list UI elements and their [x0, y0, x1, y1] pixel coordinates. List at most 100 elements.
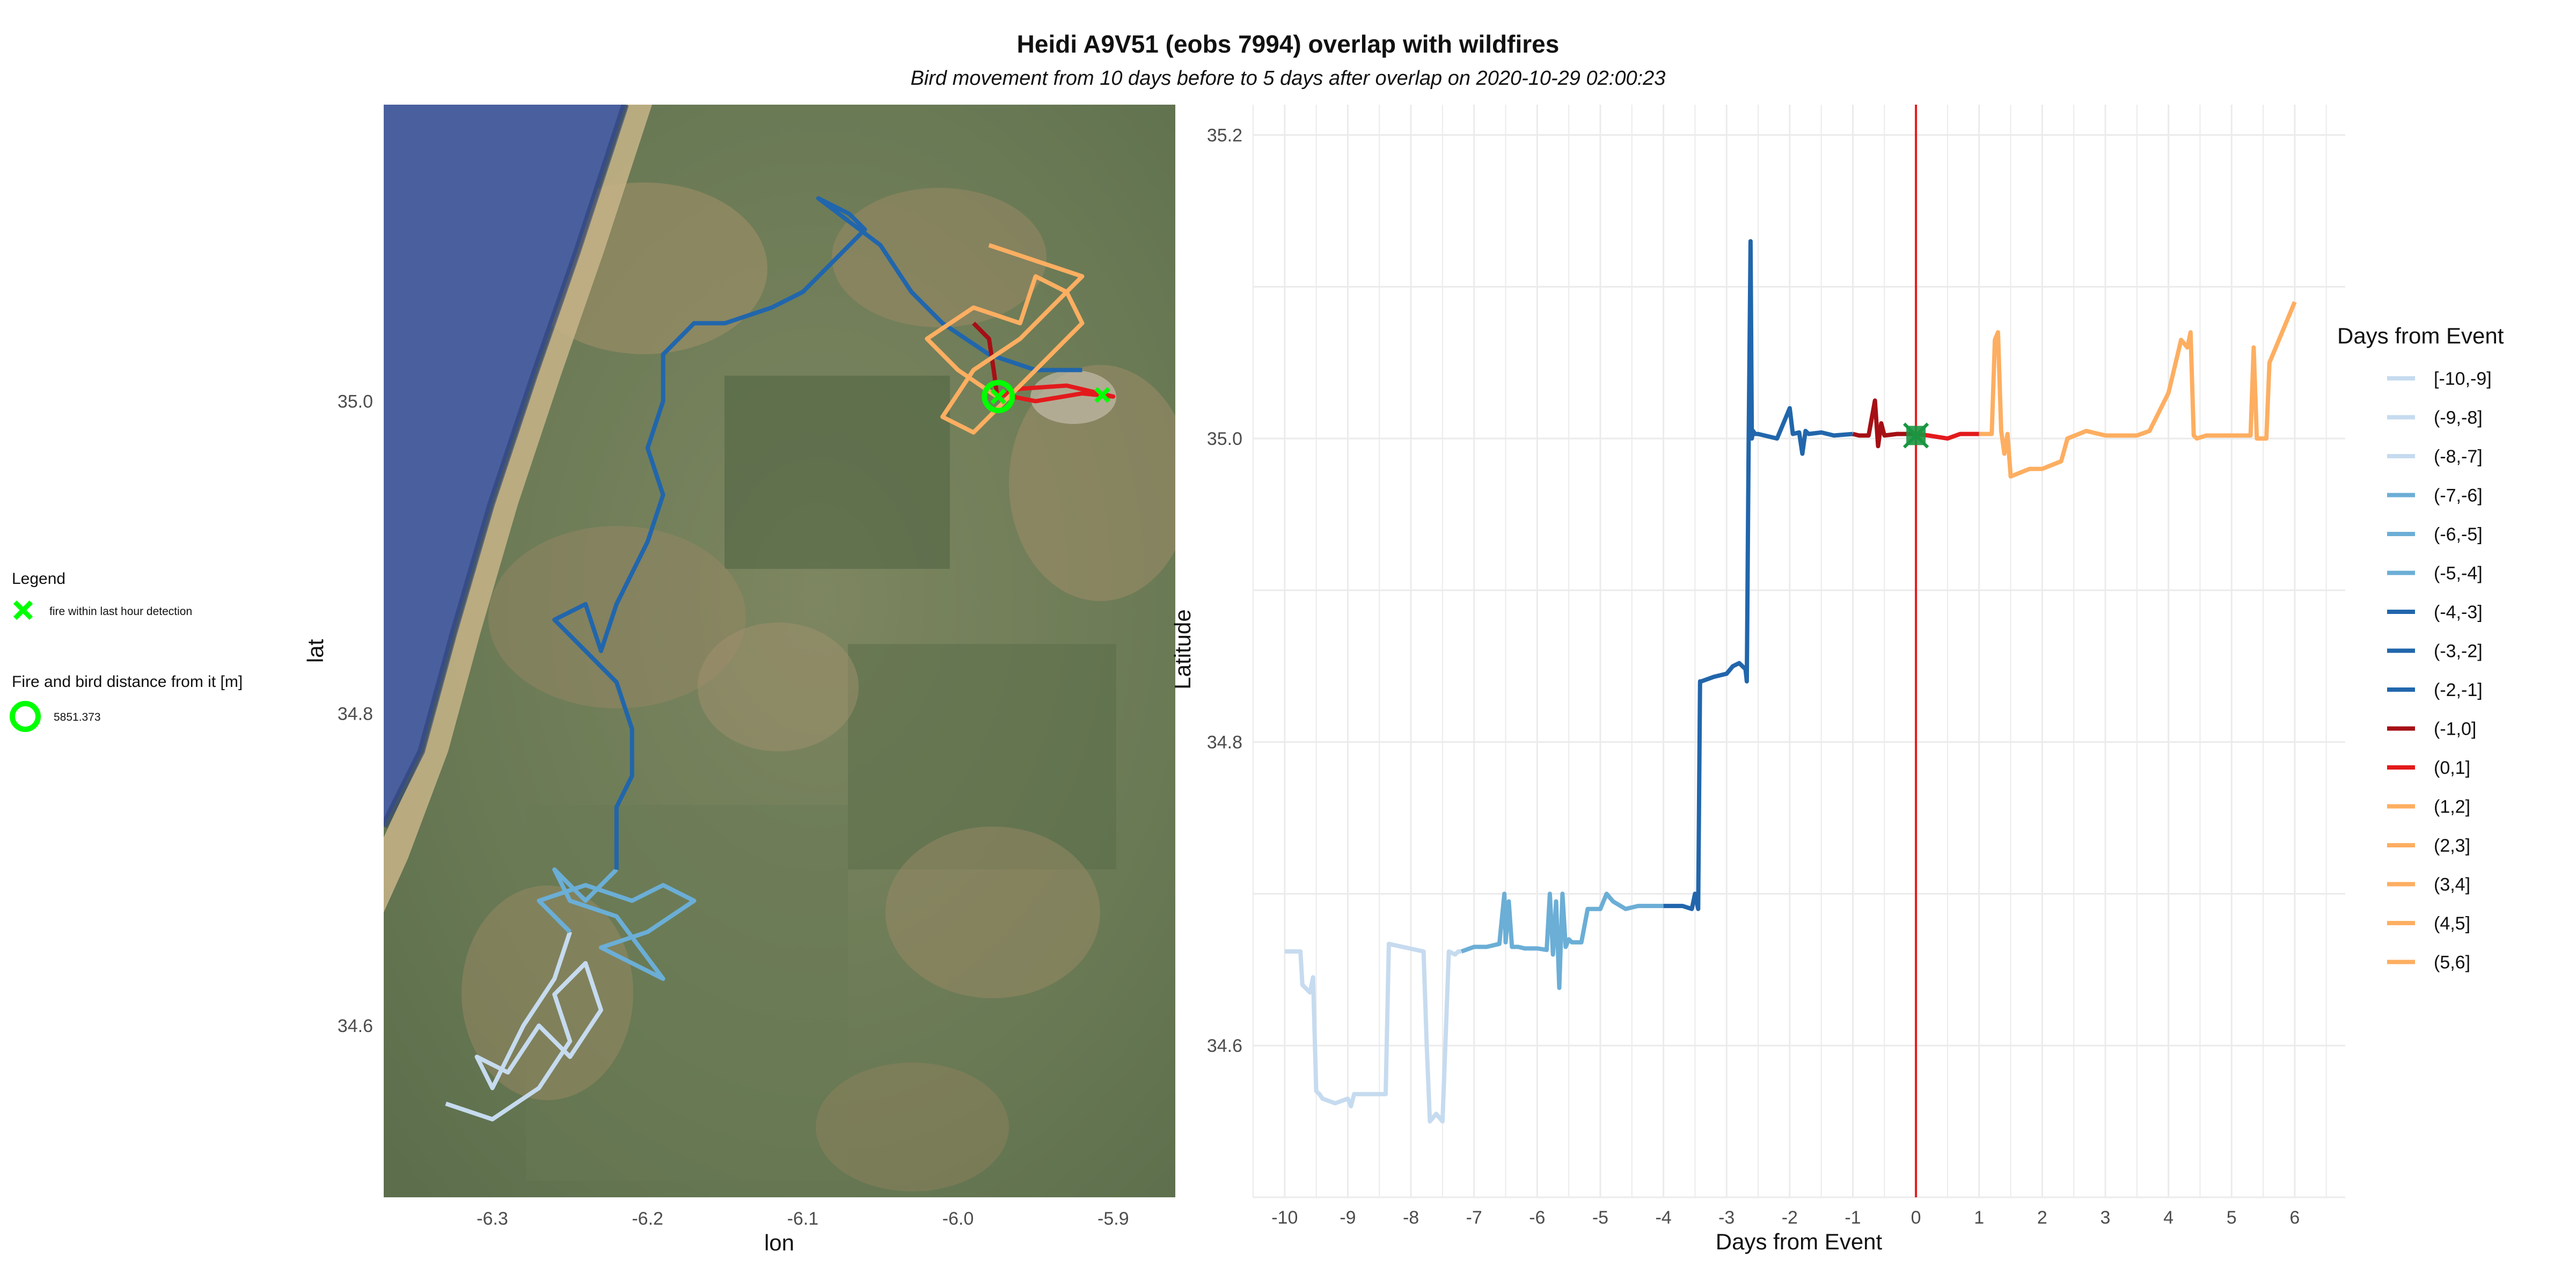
ts-x-tick-label: 6: [2289, 1208, 2300, 1228]
map-legend: Legend fire within last hour detection F…: [10, 570, 243, 732]
legend-item: (-1,0]: [2387, 719, 2476, 740]
ts-y-ticks: 34.6 34.8 35.0 35.2: [1207, 126, 1242, 1057]
legend-item: (5,6]: [2387, 953, 2470, 973]
legend-label: (-1,0]: [2434, 719, 2476, 740]
map-track-light: [445, 931, 603, 1122]
legend-label: (-4,-3]: [2434, 602, 2483, 623]
legend-item: (0,1]: [2387, 758, 2470, 778]
map-x-tick-label: -6.0: [942, 1209, 974, 1229]
ts-x-tick-label: 5: [2227, 1208, 2237, 1228]
map-x-axis-label: lon: [764, 1230, 794, 1255]
ts-series-line-orange: [1979, 301, 2297, 479]
legend-item: (1,2]: [2387, 797, 2470, 817]
ts-series-line-dark: [1663, 239, 1853, 911]
legend-item: (2,3]: [2387, 836, 2470, 856]
map-y-tick-label: 34.6: [338, 1016, 373, 1036]
legend-label: (-8,-7]: [2434, 447, 2483, 467]
legend-label: (-3,-2]: [2434, 641, 2483, 662]
map-y-axis-label: lat: [303, 639, 328, 663]
ts-y-tick-label: 34.6: [1207, 1036, 1242, 1056]
time-series-panel: -10 -9 -8 -7 -6 -5 -4 -3 -2 -1 0 1 2 3 4 5 6 34.634.835.…: [1170, 105, 2345, 1254]
ts-series: [1284, 105, 2297, 1197]
ts-x-tick-label: 4: [2163, 1208, 2174, 1228]
legend-label: (2,3]: [2434, 836, 2470, 856]
legend-label: (4,5]: [2434, 913, 2470, 934]
legend-label: [-10,-9]: [2434, 369, 2492, 389]
ts-series-line-mid: [1460, 891, 1664, 990]
fire-cross-icon: [13, 600, 33, 620]
ts-y-tick-label: 34.8: [1207, 733, 1242, 753]
distance-legend-value: 5851.373: [54, 711, 101, 723]
legend-title: Legend: [12, 570, 65, 588]
ts-x-tick-label: 2: [2037, 1208, 2047, 1228]
map-y-tick-label: 34.8: [338, 704, 373, 724]
legend-label: (5,6]: [2434, 953, 2470, 973]
map-fire-markers: [982, 379, 1110, 413]
ts-x-tick-label: -4: [1655, 1208, 1671, 1228]
legend-label: (3,4]: [2434, 875, 2470, 895]
ts-x-tick-label: -8: [1403, 1208, 1419, 1228]
ts-y-axis-label: Latitude: [1170, 609, 1195, 689]
ts-x-tick-label: -1: [1845, 1208, 1861, 1228]
map-track-red: [996, 383, 1116, 404]
ts-y-tick-label: 35.0: [1207, 429, 1242, 449]
ts-series-line-darkred: [1852, 398, 1916, 449]
ts-x-tick-label: 1: [1974, 1208, 1984, 1228]
ts-x-tick-label: -6: [1529, 1208, 1545, 1228]
fire-marker: [1094, 387, 1110, 403]
map-tracks: [445, 196, 1116, 1122]
fire-legend-label: fire within last hour detection: [49, 605, 192, 618]
ts-y-tick-label: 35.2: [1207, 126, 1242, 146]
legend-label: (-7,-6]: [2434, 486, 2483, 506]
legend-item: (-8,-7]: [2387, 447, 2483, 467]
map-track-orange: [925, 243, 1085, 435]
legend-item: (-7,-6]: [2387, 486, 2483, 506]
legend-label: (1,2]: [2434, 797, 2470, 817]
ts-series-line-light: [1284, 941, 1462, 1124]
legend-label: (-2,-1]: [2434, 680, 2483, 700]
days-legend: Days from Event [-10,-9] (-9,-8] (-8,-7] (-…: [2337, 323, 2504, 973]
ts-x-tick-label: -9: [1340, 1208, 1356, 1228]
legend-label: (-6,-5]: [2434, 524, 2483, 545]
map-x-ticks: -6.3 -6.2 -6.1 -6.0 -5.9: [477, 1209, 1129, 1229]
map-panel: -6.3 -6.2 -6.1 -6.0 -5.9 34.6 34.8 35.0 lon la…: [303, 105, 1175, 1255]
ts-x-tick-label: -10: [1271, 1208, 1298, 1228]
map-y-ticks: 34.6 34.8 35.0: [338, 392, 373, 1036]
ts-x-tick-label: -3: [1718, 1208, 1735, 1228]
map-y-tick-label: 35.0: [338, 392, 373, 412]
legend-item: (-6,-5]: [2387, 524, 2483, 545]
map-track-mid: [537, 867, 697, 981]
legend-item: (-4,-3]: [2387, 602, 2483, 623]
legend-item: (-2,-1]: [2387, 680, 2483, 700]
legend-item: (-3,-2]: [2387, 641, 2483, 662]
ts-fire-marker: [1902, 422, 1929, 449]
ts-x-tick-label: -7: [1466, 1208, 1482, 1228]
legend-label: (-5,-4]: [2434, 564, 2483, 584]
ts-x-tick-label: -2: [1782, 1208, 1798, 1228]
days-legend-items: [-10,-9] (-9,-8] (-8,-7] (-7,-6] (-6,-5] (-5,…: [2387, 369, 2492, 973]
legend-label: (-9,-8]: [2434, 408, 2483, 428]
ts-x-tick-label: 3: [2101, 1208, 2111, 1228]
map-x-tick-label: -5.9: [1097, 1209, 1129, 1229]
days-legend-title: Days from Event: [2337, 323, 2504, 348]
map-x-tick-label: -6.1: [787, 1209, 819, 1229]
distance-circle: [982, 379, 1015, 413]
legend-label: (0,1]: [2434, 758, 2470, 778]
map-x-tick-label: -6.2: [632, 1209, 663, 1229]
legend-item: [-10,-9]: [2387, 369, 2492, 389]
ts-x-ticks: -10 -9 -8 -7 -6 -5 -4 -3 -2 -1 0 1 2 3 4 5 6: [1271, 1208, 2300, 1228]
ts-x-axis-label: Days from Event: [1716, 1229, 1883, 1254]
fire-marker: [990, 389, 1007, 405]
ts-x-tick-label: 0: [1911, 1208, 1921, 1228]
ts-x-tick-label: -5: [1592, 1208, 1608, 1228]
map-track-dark: [552, 196, 1082, 870]
legend-item: (4,5]: [2387, 913, 2470, 934]
ts-grid: [1253, 105, 2345, 1198]
legend-item: (-5,-4]: [2387, 564, 2483, 584]
chart-subtitle: Bird movement from 10 days before to 5 d…: [911, 67, 1666, 90]
map-x-tick-label: -6.3: [477, 1209, 508, 1229]
legend-item: (3,4]: [2387, 875, 2470, 895]
satellite-basemap: [384, 105, 1175, 1197]
legend-item: (-9,-8]: [2387, 408, 2483, 428]
